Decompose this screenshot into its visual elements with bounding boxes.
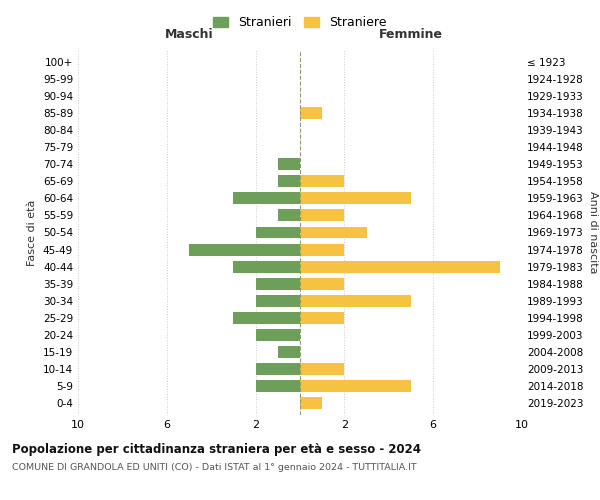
Bar (189, 244, 300, 256)
Text: Popolazione per cittadinanza straniera per età e sesso - 2024: Popolazione per cittadinanza straniera p… (12, 442, 421, 456)
Bar (300, 295, 411, 306)
Bar (278, 210, 300, 222)
Text: Maschi: Maschi (164, 28, 214, 42)
Bar (233, 260, 300, 272)
Bar (278, 176, 300, 188)
Bar (278, 346, 300, 358)
Bar (300, 176, 344, 188)
Bar (256, 329, 300, 341)
Bar (300, 192, 411, 204)
Bar (300, 397, 322, 409)
Y-axis label: Fasce di età: Fasce di età (28, 200, 37, 266)
Bar (300, 210, 344, 222)
Bar (300, 107, 322, 119)
Bar (278, 158, 300, 170)
Bar (300, 226, 367, 238)
Bar (256, 278, 300, 289)
Bar (256, 295, 300, 306)
Bar (256, 226, 300, 238)
Bar (256, 380, 300, 392)
Bar (300, 244, 344, 256)
Bar (300, 363, 344, 375)
Bar (233, 192, 300, 204)
Bar (300, 312, 344, 324)
Text: Femmine: Femmine (379, 28, 443, 42)
Bar (300, 260, 500, 272)
Bar (256, 363, 300, 375)
Legend: Stranieri, Straniere: Stranieri, Straniere (208, 11, 392, 34)
Bar (233, 312, 300, 324)
Bar (300, 278, 344, 289)
Bar (300, 380, 411, 392)
Y-axis label: Anni di nascita: Anni di nascita (587, 191, 598, 274)
Text: COMUNE DI GRANDOLA ED UNITI (CO) - Dati ISTAT al 1° gennaio 2024 - TUTTITALIA.IT: COMUNE DI GRANDOLA ED UNITI (CO) - Dati … (12, 462, 416, 471)
